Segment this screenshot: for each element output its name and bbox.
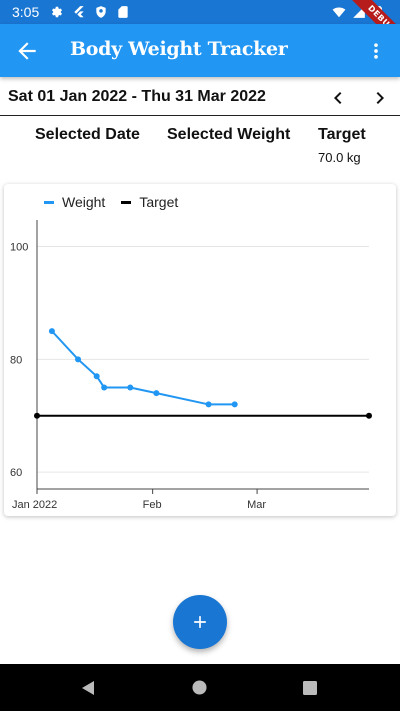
legend-swatch-target (121, 200, 132, 204)
legend-swatch-weight (44, 200, 54, 204)
nav-back-icon[interactable] (80, 680, 96, 696)
selected-weight-label: Selected Weight (167, 126, 291, 143)
target-data-point (366, 412, 372, 419)
info-row: Selected Date Selected Weight Target 70.… (0, 120, 400, 170)
weight-data-point (205, 401, 212, 408)
nav-recent-icon[interactable] (303, 681, 317, 695)
nav-home-icon[interactable] (192, 680, 207, 695)
x-tick-label: Jan 2022 (12, 499, 57, 511)
weight-series-line (51, 330, 235, 406)
app-title: Body Weight Tracker (70, 38, 288, 60)
y-tick-label: 60 (10, 467, 22, 479)
legend-item-target[interactable]: Target (121, 194, 178, 210)
sd-card-icon (118, 6, 128, 18)
more-vert-icon[interactable] (366, 40, 386, 62)
chart-card: Weight Target 60 80 100 Jan 2022 Feb Mar (4, 184, 396, 516)
status-bar: 3:05 DEBUG (0, 0, 400, 56)
chevron-left-icon[interactable] (326, 86, 350, 110)
status-icons-left (50, 5, 130, 19)
weight-chart[interactable]: 60 80 100 Jan 2022 Feb Mar (4, 184, 396, 516)
legend-label-target: Target (139, 194, 179, 210)
weight-data-point (93, 373, 100, 380)
wifi-icon (332, 7, 346, 18)
selected-date-label: Selected Date (35, 126, 140, 143)
date-range-label[interactable]: Sat 01 Jan 2022 - Thu 31 Mar 2022 (8, 88, 266, 105)
target-data-point (34, 412, 40, 419)
x-tick-label: Mar (247, 499, 266, 511)
x-tick-label: Feb (143, 499, 162, 511)
chart-legend: Weight Target (44, 194, 178, 210)
weight-data-point (231, 401, 238, 408)
y-tick-label: 80 (10, 354, 22, 366)
legend-label-weight: Weight (62, 194, 106, 210)
chevron-right-icon[interactable] (368, 86, 392, 110)
app-bar: Body Weight Tracker (0, 24, 400, 77)
weight-data-point (48, 328, 55, 335)
plus-icon (194, 616, 206, 628)
weight-data-point (75, 356, 82, 363)
legend-item-weight[interactable]: Weight (44, 194, 105, 210)
weight-data-point (101, 384, 108, 391)
weight-data-point (153, 390, 160, 397)
target-label: Target (318, 126, 366, 143)
add-entry-button[interactable] (173, 595, 227, 649)
shield-icon (96, 6, 106, 18)
target-value: 70.0 kg (318, 150, 361, 165)
system-nav-bar (0, 664, 400, 711)
status-time: 3:05 (12, 4, 40, 20)
weight-data-point (127, 384, 134, 391)
settings-icon (51, 6, 63, 18)
y-tick-label: 100 (10, 242, 28, 254)
date-range-row: Sat 01 Jan 2022 - Thu 31 Mar 2022 (0, 78, 400, 116)
back-arrow-icon[interactable] (14, 38, 40, 64)
flutter-icon (74, 6, 84, 18)
